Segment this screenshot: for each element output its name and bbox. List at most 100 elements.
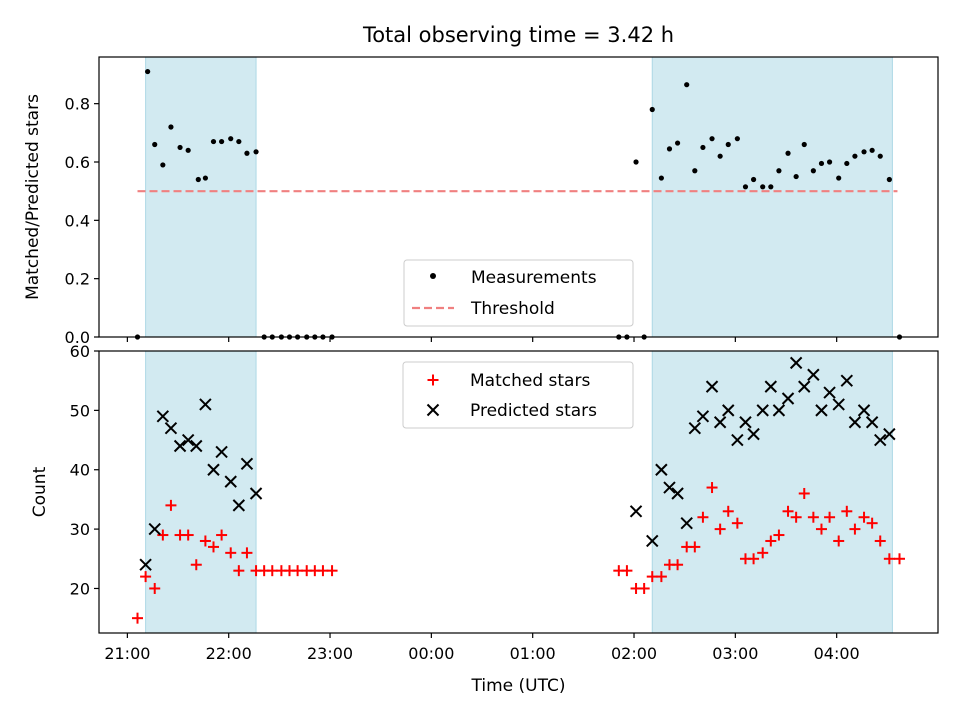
top-legend-box xyxy=(403,259,634,327)
top-y-ticks: 0.0 0.2 0.4 0.6 0.8 xyxy=(65,95,99,347)
top-x-ticks xyxy=(126,337,838,342)
matched-star-point xyxy=(216,529,228,541)
matched-star-point xyxy=(199,535,211,547)
matched-star-points xyxy=(132,482,905,624)
top-axes-frame xyxy=(98,56,939,338)
predicted-star-point-b xyxy=(148,522,161,536)
predicted-star-point xyxy=(680,516,693,530)
bottom-x-ticks: 21:00 22:00 23:00 00:00 01:00 02:00 03:00 04:00 xyxy=(104,633,860,663)
predicted-star-point xyxy=(148,522,161,536)
measurement-point xyxy=(725,141,731,148)
predicted-star-point xyxy=(722,404,735,417)
predicted-star-point-b xyxy=(173,439,187,453)
matched-star-point xyxy=(883,553,895,565)
y-tick-label: 0.6 xyxy=(65,153,90,172)
x-tick-label: 00:00 xyxy=(408,644,454,663)
predicted-star-point-b xyxy=(713,416,727,429)
predicted-star-point xyxy=(874,433,887,447)
measurement-point xyxy=(742,184,749,190)
predicted-star-point-b xyxy=(789,356,803,370)
predicted-star-point-b xyxy=(823,386,836,399)
predicted-star-point-b xyxy=(874,433,887,447)
predicted-star-point-b xyxy=(756,404,769,417)
predicted-star-point xyxy=(232,499,246,512)
predicted-star-point-b xyxy=(629,505,643,518)
matched-star-point xyxy=(140,571,152,583)
predicted-star-point-b xyxy=(139,558,152,571)
predicted-star-point xyxy=(807,368,820,381)
matched-star-point xyxy=(757,547,769,559)
measurement-point xyxy=(877,153,883,159)
matched-star-point xyxy=(208,541,220,553)
matched-star-point xyxy=(765,535,777,547)
predicted-star-point-b xyxy=(798,380,811,393)
shaded-range-2 xyxy=(651,350,893,634)
y-tick-label: 0.0 xyxy=(65,328,90,347)
measurement-point xyxy=(649,106,655,113)
predicted-star-point xyxy=(840,374,854,387)
measurement-point xyxy=(219,138,225,145)
bottom-panel: 20 30 40 50 60 21:00 22:00 23:00 00:00 01:00 02:0… xyxy=(30,342,939,696)
predicted-star-point xyxy=(857,404,871,417)
predicted-star-point-b xyxy=(722,404,735,417)
predicted-star-point-b xyxy=(840,374,854,387)
predicted-star-point-b xyxy=(739,416,752,429)
y-tick-label: 30 xyxy=(70,520,90,539)
predicted-star-point xyxy=(646,534,659,548)
measurement-point xyxy=(168,124,174,130)
predicted-star-point xyxy=(772,404,786,417)
measurement-point xyxy=(185,147,191,153)
matched-star-point xyxy=(798,487,810,499)
legend-cross-b xyxy=(426,403,440,417)
top-panel: 0.0 0.2 0.4 0.6 0.8 Total observing time = 3… xyxy=(23,23,939,347)
predicted-star-point-b xyxy=(781,392,795,405)
measurement-point xyxy=(793,173,799,180)
measurement-point xyxy=(776,168,782,174)
measurement-point xyxy=(861,149,867,155)
matched-star-point xyxy=(893,553,905,565)
predicted-star-point xyxy=(629,505,643,518)
measurement-point xyxy=(160,162,166,168)
matched-star-point xyxy=(233,565,245,577)
predicted-star-point-b xyxy=(215,445,228,459)
bottom-y-ticks: 20 30 40 50 60 xyxy=(70,342,99,598)
measurement-point xyxy=(674,140,681,146)
legend-marker-predicted xyxy=(426,403,440,417)
legend-cross xyxy=(426,403,440,417)
predicted-star-point xyxy=(848,416,862,429)
predicted-star-point-b xyxy=(747,427,760,441)
predicted-star-point-b xyxy=(190,439,203,453)
legend-marker-measurements xyxy=(430,273,436,279)
measurement-point xyxy=(253,149,259,155)
matched-star-point xyxy=(790,511,802,523)
x-tick-label: 22:00 xyxy=(206,644,252,663)
predicted-star-point-b xyxy=(807,368,820,381)
measurement-point xyxy=(633,159,639,165)
matched-star-point xyxy=(731,517,743,529)
predicted-star-point-b xyxy=(848,416,862,429)
predicted-star-point xyxy=(789,356,803,370)
matched-star-point xyxy=(157,529,169,541)
measurement-point xyxy=(836,175,842,181)
predicted-star-point xyxy=(671,487,684,500)
y-tick-label: 0.8 xyxy=(65,95,90,114)
legend-plus xyxy=(427,374,439,386)
predicted-star-point xyxy=(249,487,263,500)
x-tick-label: 21:00 xyxy=(104,644,150,663)
bottom-legend-box xyxy=(402,361,634,429)
matched-star-point xyxy=(326,565,338,577)
predicted-star-point xyxy=(173,439,187,453)
predicted-star-point xyxy=(164,421,178,435)
predicted-star-points xyxy=(139,356,896,571)
y-tick-label: 0.4 xyxy=(65,211,90,230)
predicted-star-point-b xyxy=(772,404,786,417)
predicted-star-point xyxy=(224,475,237,488)
predicted-star-point xyxy=(156,410,170,423)
measurement-point xyxy=(145,68,151,75)
bottom-axes-frame xyxy=(98,350,939,634)
predicted-star-point xyxy=(865,416,879,429)
predicted-star-point xyxy=(181,433,195,447)
predicted-star-point-b xyxy=(232,499,246,512)
x-tick-label: 03:00 xyxy=(712,644,758,663)
measurement-point xyxy=(886,176,892,183)
